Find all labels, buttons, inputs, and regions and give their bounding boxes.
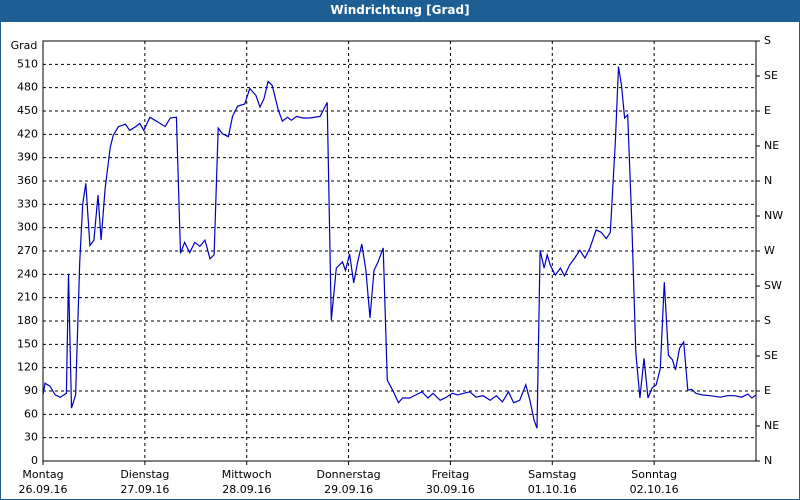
y-tick-label: 180 <box>17 314 38 327</box>
title-bar: Windrichtung [Grad] <box>0 0 800 21</box>
x-tick-label: Donnerstag <box>316 468 380 481</box>
y2-tick-label: SE <box>764 69 778 82</box>
x-tick-label: 29.09.16 <box>324 483 373 496</box>
y2-tick-label: N <box>764 454 772 467</box>
y-tick-label: 30 <box>24 431 38 444</box>
x-tick-label: 30.09.16 <box>426 483 475 496</box>
x-tick-label: Samstag <box>528 468 576 481</box>
x-tick-label: Mittwoch <box>222 468 272 481</box>
y2-tick-label: SW <box>764 279 782 292</box>
y2-tick-label: W <box>764 244 775 257</box>
y-tick-label: 240 <box>17 267 38 280</box>
x-tick-label: 26.09.16 <box>19 483 68 496</box>
x-tick-label: 27.09.16 <box>120 483 169 496</box>
y-tick-label: 450 <box>17 104 38 117</box>
y-tick-label: 330 <box>17 197 38 210</box>
y-tick-label: 0 <box>31 454 38 467</box>
x-tick-label: Sonntag <box>631 468 677 481</box>
y-tick-label: 60 <box>24 407 38 420</box>
y2-tick-label: NE <box>764 419 779 432</box>
y2-tick-label: S <box>764 34 771 47</box>
y-tick-label: 510 <box>17 57 38 70</box>
y-tick-label: 300 <box>17 221 38 234</box>
y-axis-label: Grad <box>11 39 38 52</box>
y2-tick-label: NW <box>764 209 783 222</box>
x-tick-label: Dienstag <box>120 468 169 481</box>
y2-tick-label: E <box>764 384 771 397</box>
y2-tick-label: NE <box>764 139 779 152</box>
y-tick-label: 420 <box>17 127 38 140</box>
y-tick-label: 150 <box>17 337 38 350</box>
x-tick-label: 01.10.16 <box>528 483 577 496</box>
y-tick-label: 270 <box>17 244 38 257</box>
y2-tick-label: SE <box>764 349 778 362</box>
x-tick-label: 28.09.16 <box>222 483 271 496</box>
x-tick-label: Montag <box>22 468 63 481</box>
x-tick-label: 02.10.16 <box>630 483 679 496</box>
y-tick-label: 90 <box>24 384 38 397</box>
y-tick-label: 480 <box>17 81 38 94</box>
y2-tick-label: S <box>764 314 771 327</box>
y-tick-label: 120 <box>17 361 38 374</box>
y-tick-label: 360 <box>17 174 38 187</box>
y-tick-label: 390 <box>17 151 38 164</box>
y2-tick-label: N <box>764 174 772 187</box>
data-line <box>42 66 757 429</box>
y2-tick-label: E <box>764 104 771 117</box>
y-tick-label: 210 <box>17 291 38 304</box>
x-tick-label: Freitag <box>432 468 470 481</box>
